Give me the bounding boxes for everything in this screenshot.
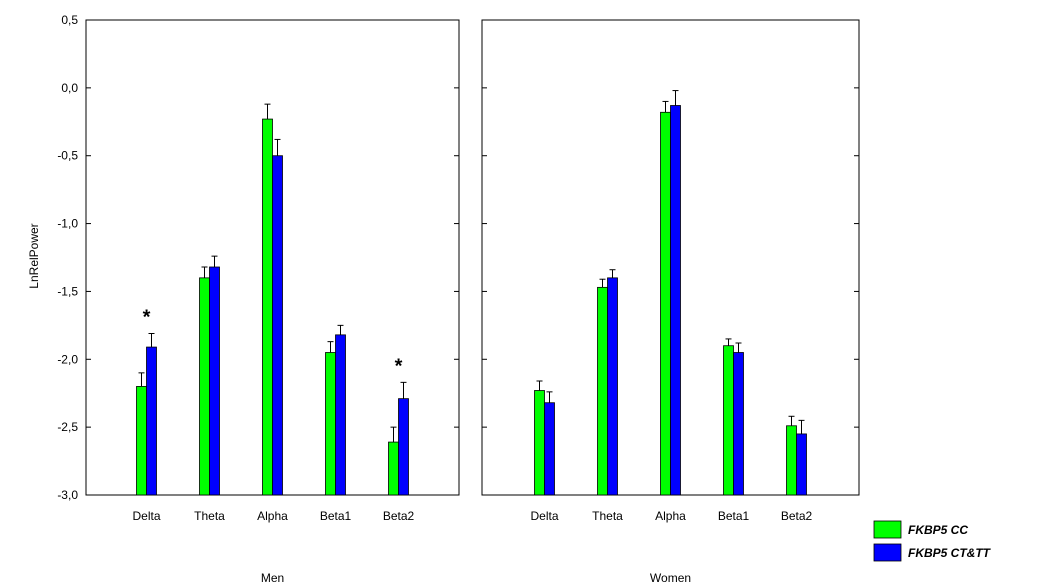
bar-women-delta-cc: [534, 390, 545, 496]
bar-men-delta-cc: [136, 386, 147, 496]
significance-marker: *: [395, 355, 403, 377]
bar-women-alpha-cc: [660, 111, 671, 496]
x-tick-label: Beta1: [320, 509, 352, 523]
y-tick-label: -3,0: [57, 488, 78, 502]
y-tick-label: -1,5: [57, 284, 78, 298]
y-tick-label: -1,0: [57, 217, 78, 231]
bar-men-delta-ct-tt: [146, 346, 157, 496]
x-tick-label: Beta2: [781, 509, 813, 523]
bar-women-theta-ct-tt: [607, 277, 618, 496]
bar-women-delta-ct-tt: [544, 402, 555, 496]
y-tick-label: -0,5: [57, 149, 78, 163]
y-tick-label: 0,0: [61, 81, 78, 95]
legend-swatch: [873, 543, 902, 562]
bar-women-beta1-cc: [723, 345, 734, 496]
x-tick-label: Delta: [132, 509, 160, 523]
bar-men-alpha-cc: [262, 118, 273, 496]
bar-men-beta1-cc: [325, 352, 336, 496]
x-tick-label: Alpha: [257, 509, 288, 523]
legend-label: FKBP5 CT&TT: [908, 546, 992, 560]
bar-women-theta-cc: [597, 286, 608, 496]
x-tick-label: Alpha: [655, 509, 686, 523]
bar-women-alpha-ct-tt: [670, 105, 681, 496]
x-tick-label: Delta: [530, 509, 558, 523]
bar-men-theta-ct-tt: [209, 266, 220, 496]
legend-label: FKBP5 CC: [908, 523, 968, 537]
bar-men-beta1-ct-tt: [335, 334, 346, 496]
panel-label-women: Women: [650, 571, 691, 585]
bar-men-theta-cc: [199, 277, 210, 496]
bar-women-beta1-ct-tt: [733, 352, 744, 496]
significance-marker: *: [143, 307, 151, 329]
y-tick-label: -2,5: [57, 420, 78, 434]
x-tick-label: Theta: [592, 509, 623, 523]
bar-women-beta2-cc: [786, 425, 797, 496]
x-tick-label: Theta: [194, 509, 225, 523]
y-tick-label: -2,0: [57, 352, 78, 366]
y-axis-label: LnRelPower: [27, 223, 41, 288]
x-tick-label: Beta2: [383, 509, 415, 523]
bar-women-beta2-ct-tt: [796, 433, 807, 496]
x-tick-label: Beta1: [718, 509, 750, 523]
bar-men-beta2-cc: [388, 441, 399, 496]
legend-swatch: [873, 520, 902, 539]
panel-label-men: Men: [261, 571, 284, 585]
bar-men-alpha-ct-tt: [272, 155, 283, 496]
y-tick-label: 0,5: [61, 13, 78, 27]
bar-men-beta2-ct-tt: [398, 398, 409, 496]
